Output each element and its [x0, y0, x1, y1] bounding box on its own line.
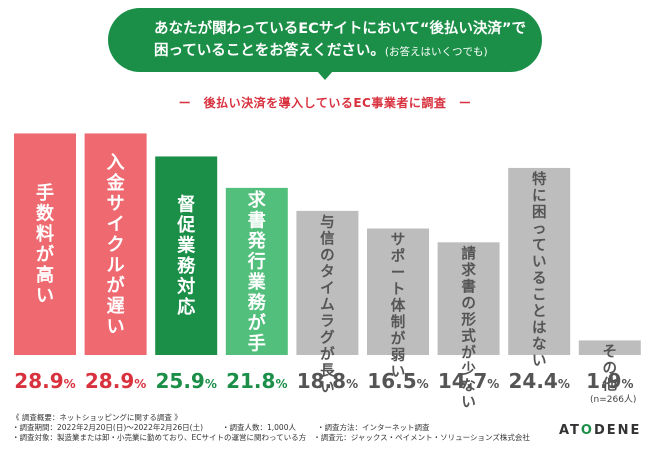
- category-label-4: 請求書発行業務が手間: [247, 168, 267, 375]
- value-label-3: 25.9%: [156, 369, 217, 393]
- survey-footer: 《 調査概要：ネットショッピングに関する調査 》 ・調査期間：2022年2月20…: [12, 413, 532, 443]
- chart-subtitle: ー 後払い決済を導入しているEC事業者に調査 ー: [178, 96, 472, 110]
- sample-size-note: (n=266人): [590, 395, 637, 405]
- category-label-2: 入金サイクルが遅い: [106, 152, 126, 337]
- footer-source: ・調査元：ジャックス・ペイメント・ソリューションズ株式会社: [313, 433, 530, 442]
- bar-8: [508, 167, 571, 355]
- category-label-5: 与信のタイムラグが長い: [320, 214, 335, 396]
- footer-period: ・調査期間：2022年2月20日(日)～2022年2月26日(土): [12, 423, 204, 432]
- footer-row-2: ・調査対象：製造業または卸・小売業に勤めており、ECサイトの運営に関わっている方…: [12, 433, 532, 443]
- logo-part-3: DENE: [593, 423, 642, 438]
- bar-9: [578, 340, 641, 355]
- value-label-9: 1.9%: [586, 369, 633, 393]
- footer-heading: 《 調査概要：ネットショッピングに関する調査 》: [12, 413, 182, 422]
- bar-4: [225, 187, 288, 355]
- category-label-8: 特に困っていることはない: [532, 170, 547, 369]
- question-line-1: あなたが関わっているECサイトにおいて“後払い決済”で: [154, 21, 526, 37]
- category-label-9: その他: [602, 344, 618, 393]
- footer-target: ・調査対象：製造業または卸・小売業に勤めており、ECサイトの運営に関わっている方: [12, 433, 307, 442]
- footer-people: ・調査人数：1,000人: [222, 423, 296, 432]
- value-label-8: 24.4%: [509, 369, 570, 393]
- question-note: (お答えはいくつでも): [384, 46, 488, 58]
- category-label-6: サポート体制が弱い: [391, 232, 406, 381]
- category-label-1: 手数料が高い: [36, 182, 55, 307]
- category-label-7: 請求書の形式が少ない: [460, 244, 476, 410]
- value-label-7: 14.7%: [438, 369, 499, 393]
- value-label-6: 16.5%: [367, 369, 428, 393]
- value-label-1: 28.9%: [14, 369, 75, 393]
- bar-1: [14, 133, 76, 355]
- footer-method: ・調査方法：インターネット調査: [317, 423, 430, 432]
- bar-2: [84, 133, 147, 355]
- atodene-logo: ATODENE: [559, 423, 641, 438]
- bar-7: [437, 242, 500, 355]
- bar-5: [296, 210, 359, 355]
- value-label-5: 18.8%: [297, 369, 358, 393]
- question-line-2: 困っていることをお答えください。(お答えはいくつでも): [154, 40, 542, 63]
- bar-3: [155, 156, 218, 355]
- logo-part-2: O: [580, 423, 594, 438]
- value-label-4: 21.8%: [226, 369, 287, 393]
- question-line-2-text: 困っていることをお答えください。: [154, 43, 385, 59]
- value-label-2: 28.9%: [85, 369, 146, 393]
- footer-row-1: ・調査期間：2022年2月20日(日)～2022年2月26日(土) ・調査人数：1…: [12, 423, 532, 433]
- bar-chart: 手数料が高い 28.9% 入金サイクルが遅い 28.9% 督促業務対応 25.9% 請求書発…: [14, 133, 641, 410]
- bubble-tail: [317, 71, 333, 80]
- bar-6: [367, 228, 429, 355]
- question-bubble: あなたが関わっているECサイトにおいて“後払い決済”で 困っていることをお答えく…: [108, 8, 542, 72]
- logo-part-1: AT: [559, 423, 581, 438]
- category-label-3: 督促業務対応: [176, 194, 196, 319]
